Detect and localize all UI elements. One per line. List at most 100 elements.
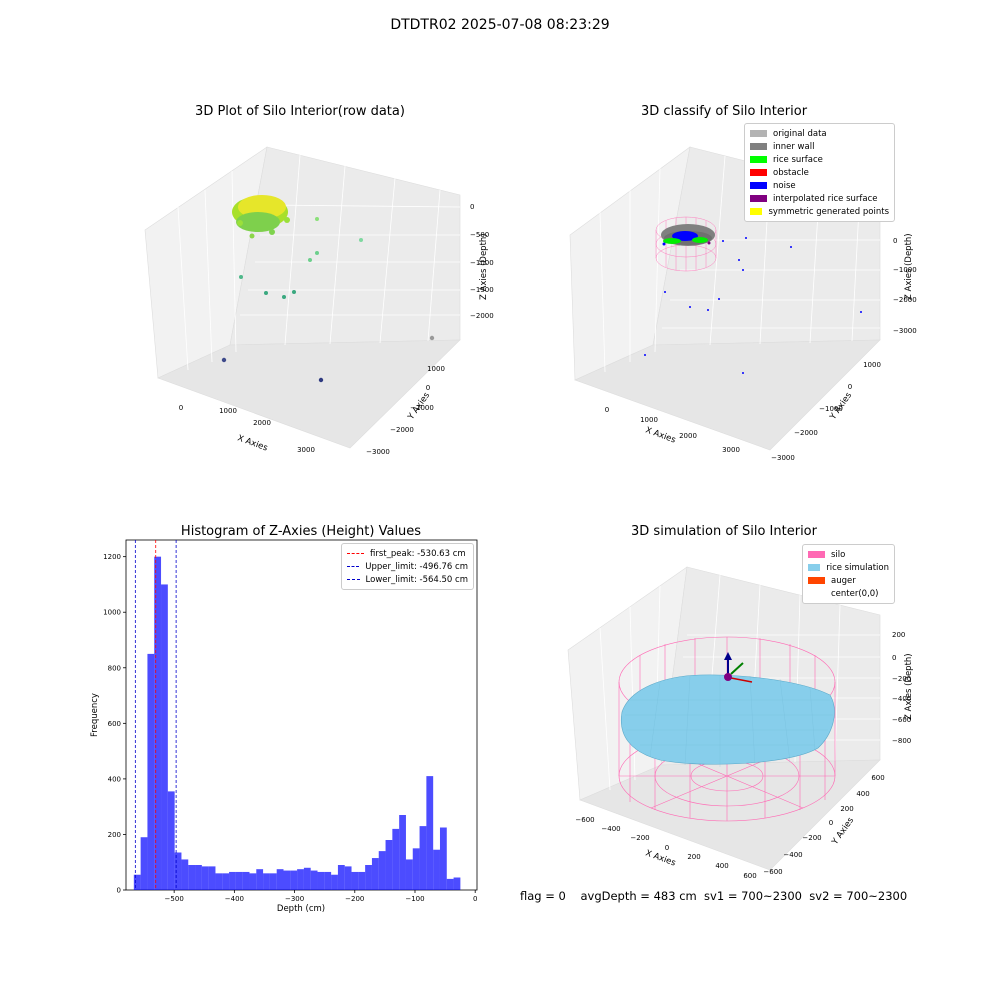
histogram-bar [453, 877, 461, 890]
simulation-plot-title: 3D simulation of Silo Interior [631, 524, 817, 539]
classify-legend-item: rice surface [750, 153, 889, 166]
histogram-bar [263, 873, 270, 890]
simulation-z-tick: −200 [892, 675, 911, 683]
histogram-bar [154, 556, 162, 890]
histogram-bars [133, 556, 461, 890]
figure-title: DTDTR02 2025-07-08 08:23:29 [390, 17, 610, 33]
histogram-bar [229, 871, 236, 890]
classify-legend-item: noise [750, 179, 889, 192]
simulation-z-tick: −800 [892, 737, 911, 745]
histogram-bar [290, 870, 298, 890]
classify-legend-swatch [750, 182, 767, 189]
classify-legend-swatch [750, 169, 767, 176]
histogram-bar [215, 873, 223, 890]
raw-z-tick: −2000 [470, 312, 494, 320]
histogram-bar [399, 815, 406, 890]
histogram-legend-item: Upper_limit: -496.76 cm [347, 560, 468, 573]
simulation-x-tick: −600 [575, 816, 594, 824]
histogram-bar [371, 858, 379, 890]
raw-plot-title: 3D Plot of Silo Interior(row data) [195, 104, 405, 119]
classify-y-tick: −2000 [794, 429, 818, 437]
histogram-bar [133, 874, 141, 890]
classify-legend-item: obstacle [750, 166, 889, 179]
histogram-bar [419, 826, 427, 890]
histogram-bar [317, 871, 325, 890]
raw-x-tick: 2000 [253, 419, 271, 427]
classify-legend-swatch [750, 156, 767, 163]
classify-y-tick: −1000 [819, 405, 843, 413]
simulation-legend-label: rice simulation [826, 562, 889, 573]
histogram-title: Histogram of Z-Axies (Height) Values [180, 524, 422, 539]
simulation-y-tick: −400 [783, 851, 802, 859]
raw-pane-floor [157, 339, 461, 449]
histogram-ytick-label: 0 [117, 887, 121, 895]
histogram-xtick-label: −100 [405, 895, 424, 903]
classify-legend-label: rice surface [773, 154, 823, 165]
raw-z-tick: −1500 [470, 286, 494, 294]
raw-z-tick: 0 [470, 203, 474, 211]
simulation-legend-item: silo [808, 548, 889, 561]
simulation-z-tick: 200 [892, 631, 905, 639]
histogram-bar [378, 851, 386, 890]
simulation-x-tick: 0 [665, 844, 669, 852]
raw-x-tick: 0 [179, 404, 183, 412]
histogram-bar [331, 874, 338, 890]
simulation-xlabel: X Axies [644, 848, 677, 868]
histogram-bar [351, 871, 359, 890]
histogram-legend-item: first_peak: -530.63 cm [347, 547, 468, 560]
raw-gridlines [177, 154, 461, 371]
histogram-bar [324, 871, 332, 890]
raw-z-tick: −500 [470, 231, 489, 239]
simulation-legend-item: rice simulation [808, 561, 889, 574]
histogram-bar [249, 873, 257, 890]
histogram-bar [412, 848, 420, 890]
histogram-xtick-label: −400 [225, 895, 244, 903]
classify-legend-swatch [750, 130, 767, 137]
auger-marker [724, 652, 753, 683]
simulation-x-tick: 600 [743, 872, 756, 880]
histogram-bar [147, 653, 155, 890]
histogram-bar [358, 871, 366, 890]
classify-legend-swatch [750, 208, 763, 215]
histogram-bar [446, 878, 454, 890]
histogram-bar [195, 865, 202, 890]
histogram-bar [337, 865, 345, 890]
classify-y-tick: 0 [848, 383, 852, 391]
histogram-bar [392, 828, 400, 890]
histogram-bar [201, 866, 209, 890]
classify-legend-label: inner wall [773, 141, 815, 152]
simulation-ylabel: Y Axies [830, 815, 857, 847]
histogram-ylabel: Frequency [90, 693, 100, 737]
simulation-legend-swatch [808, 590, 825, 597]
classify-legend-item: symmetric generated points [750, 205, 889, 218]
histogram-bar [297, 869, 304, 890]
histogram-xtick-label: −500 [165, 895, 184, 903]
classify-x-tick: 2000 [679, 432, 697, 440]
histogram-legend-label: Upper_limit: -496.76 cm [365, 561, 468, 572]
simulation-y-tick: 600 [871, 774, 884, 782]
histogram-legend-line [347, 566, 360, 567]
simulation-legend: silo rice simulation auger center(0,0) [802, 544, 895, 604]
histogram-xtick-label: −300 [285, 895, 304, 903]
histogram-bar [242, 871, 250, 890]
classify-y-tick: −3000 [771, 454, 795, 462]
classify-legend-label: interpolated rice surface [773, 193, 878, 204]
histogram-legend-label: first_peak: -530.63 cm [370, 548, 466, 559]
simulation-legend-swatch [808, 564, 821, 571]
histogram-bar [344, 866, 352, 890]
histogram-legend: first_peak: -530.63 cm Upper_limit: -496.… [341, 543, 474, 590]
histogram-legend-label: Lower_limit: -564.50 cm [365, 574, 468, 585]
histogram-legend-line [347, 553, 364, 554]
classify-legend-label: noise [773, 180, 796, 191]
rice-simulation-surface [620, 674, 835, 765]
classify-legend: original data inner wall rice surface obsta… [744, 123, 895, 222]
raw-x-tick: 3000 [297, 446, 315, 454]
classify-x-tick: 3000 [722, 446, 740, 454]
raw-y-tick: 1000 [427, 365, 445, 373]
histogram-legend-line [347, 579, 360, 580]
histogram-ytick-label: 400 [108, 775, 121, 783]
classify-x-tick: 1000 [640, 416, 658, 424]
classify-z-tick: 0 [893, 237, 897, 245]
classify-z-tick: −2000 [893, 296, 917, 304]
status-footer: flag = 0 avgDepth = 483 cm sv1 = 700~230… [520, 889, 908, 903]
